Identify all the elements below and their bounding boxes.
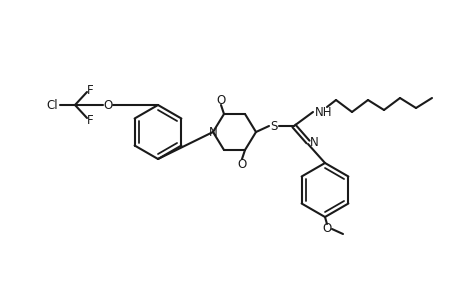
- Text: O: O: [322, 223, 331, 236]
- Text: O: O: [103, 98, 112, 112]
- Text: NH: NH: [314, 106, 332, 118]
- Text: O: O: [216, 94, 225, 106]
- Text: N: N: [208, 125, 217, 139]
- Text: S: S: [270, 119, 277, 133]
- Text: F: F: [86, 83, 93, 97]
- Text: O: O: [237, 158, 246, 170]
- Text: N: N: [309, 136, 318, 148]
- Text: F: F: [86, 113, 93, 127]
- Text: Cl: Cl: [46, 98, 58, 112]
